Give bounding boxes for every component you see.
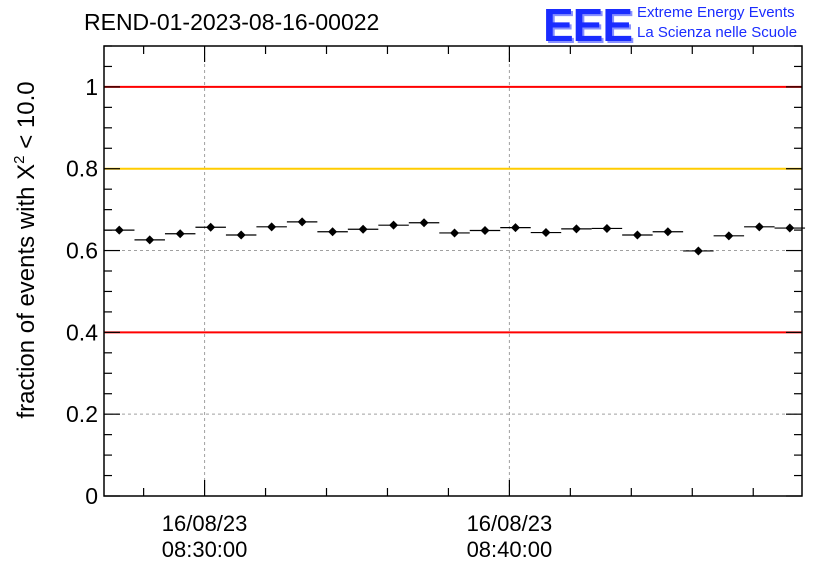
tick-labels: 00.20.40.60.8116/08/2308:30:0016/08/2308… — [66, 74, 552, 562]
point-marker — [236, 230, 246, 240]
point-marker — [480, 226, 490, 235]
point-marker — [450, 228, 460, 238]
y-tick-label: 0.4 — [66, 319, 98, 345]
plot-frame — [103, 45, 803, 497]
y-axis-label-prefix: fraction of events with — [13, 180, 40, 419]
logo-line-2: La Scienza nelle Scuole — [637, 24, 798, 41]
logo-line-1: Extreme Energy Events — [637, 4, 795, 21]
data-point — [591, 223, 623, 233]
point-marker — [145, 235, 155, 245]
point-marker — [114, 225, 124, 235]
point-marker — [602, 223, 612, 233]
data-point — [469, 226, 501, 235]
point-marker — [541, 228, 551, 238]
data-point — [164, 229, 196, 239]
point-marker — [724, 231, 734, 241]
data-point — [195, 222, 226, 232]
data-points — [104, 217, 806, 256]
data-point — [622, 230, 653, 240]
point-marker — [632, 230, 642, 240]
data-point — [134, 235, 165, 245]
x-tick-label: 08:30:00 — [162, 537, 248, 562]
data-point — [713, 231, 745, 241]
y-axis-label: fraction of events with X2 < 10.0 — [11, 81, 40, 418]
data-point — [378, 220, 409, 230]
data-point — [561, 224, 592, 234]
data-point — [347, 224, 379, 234]
x-tick-label: 16/08/23 — [162, 511, 248, 536]
y-tick-label: 0.2 — [66, 401, 98, 427]
point-marker — [419, 218, 429, 228]
eee-logo: EEE — [543, 0, 633, 51]
point-marker — [663, 227, 673, 237]
y-axis-label-suffix: < 10.0 — [13, 81, 40, 155]
axes — [103, 45, 803, 497]
data-point — [774, 223, 806, 233]
point-marker — [206, 222, 216, 232]
data-point — [744, 222, 775, 232]
data-point — [256, 222, 287, 232]
data-point — [317, 227, 348, 237]
data-point — [683, 246, 714, 256]
y-tick-label: 1 — [85, 74, 98, 100]
data-point — [530, 228, 562, 238]
data-point — [652, 227, 684, 237]
data-point — [225, 230, 257, 240]
point-marker — [328, 227, 338, 237]
reference-lines — [104, 85, 802, 334]
grid — [104, 46, 802, 496]
point-marker — [510, 223, 520, 233]
point-marker — [389, 220, 399, 230]
point-marker — [267, 222, 277, 232]
point-marker — [358, 224, 368, 234]
point-marker — [785, 223, 795, 233]
point-marker — [754, 222, 764, 232]
x-tick-label: 16/08/23 — [467, 511, 553, 536]
x-tick-label: 08:40:00 — [467, 537, 553, 562]
data-point — [439, 228, 470, 238]
point-marker — [693, 246, 703, 256]
y-axis-label-symbol: X — [13, 164, 40, 180]
point-marker — [571, 224, 581, 234]
point-marker — [297, 217, 307, 227]
data-point — [408, 218, 440, 228]
y-tick-label: 0.6 — [66, 238, 98, 264]
point-marker — [175, 229, 185, 239]
data-point — [500, 223, 531, 233]
chart-title: REND-01-2023-08-16-00022 — [84, 9, 380, 35]
data-point — [286, 217, 318, 227]
y-tick-label: 0 — [85, 483, 98, 509]
y-tick-label: 0.8 — [66, 156, 98, 182]
y-axis-label-sup: 2 — [11, 155, 28, 163]
